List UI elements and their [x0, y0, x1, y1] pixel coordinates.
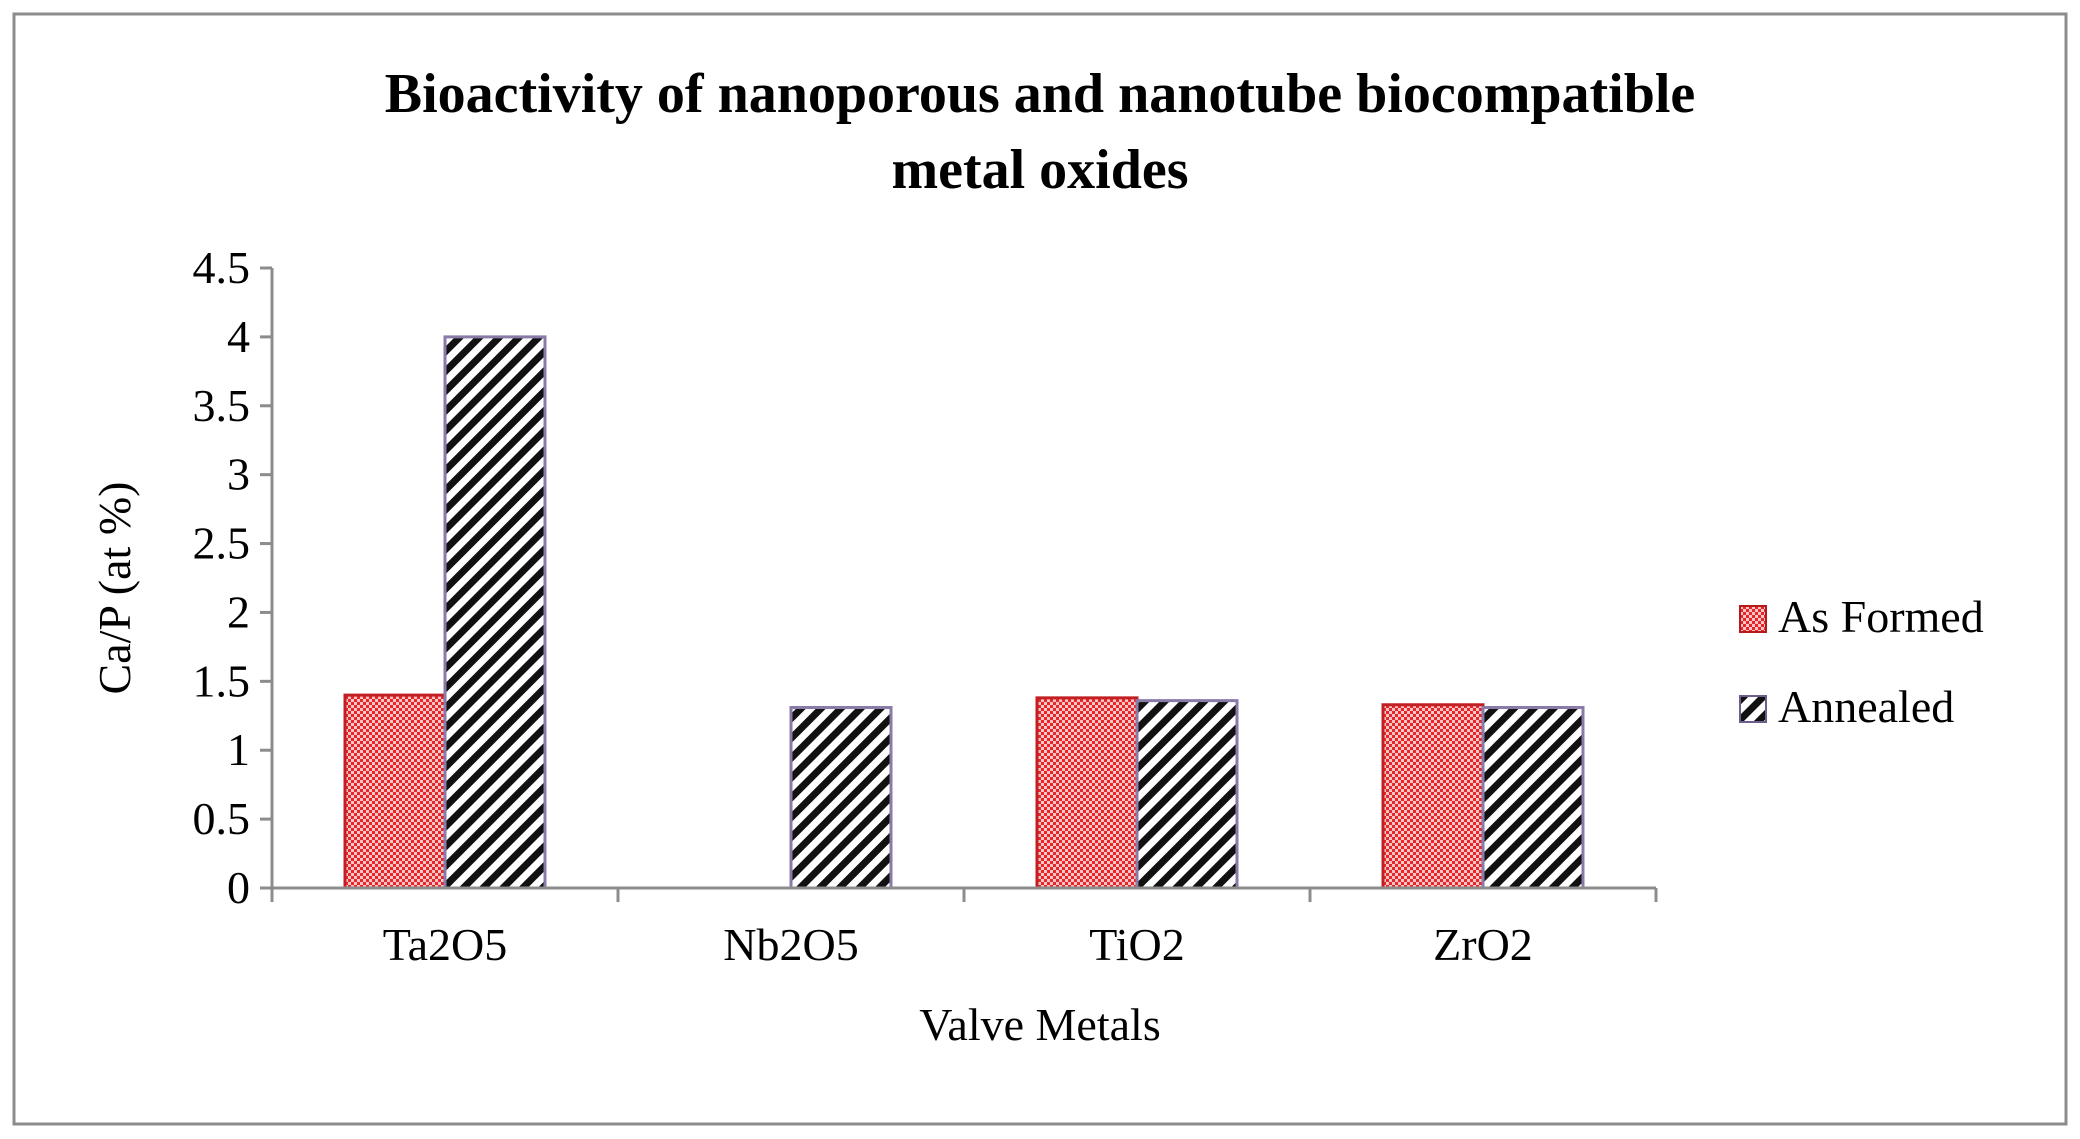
y-tick-label: 3	[227, 449, 250, 500]
bar-as-formed-tio2	[1035, 696, 1139, 890]
legend: As Formed Annealed	[1739, 591, 1984, 732]
bar-as-formed-ta2o5	[343, 693, 447, 890]
chart-title-line-1: Bioactivity of nanoporous and nanotube b…	[385, 63, 1696, 125]
x-axis-ticks: Ta2O5 Nb2O5 TiO2 ZrO2	[270, 888, 1658, 970]
legend-swatch-annealed	[1739, 695, 1767, 723]
legend-label-annealed: Annealed	[1778, 681, 1954, 732]
bar-series	[343, 335, 1585, 890]
bar-annealed-ta2o5	[443, 335, 547, 890]
y-axis-ticks: 0 0.5 1 1.5 2 2.5 3 3.5 4 4.5	[193, 242, 272, 913]
x-tick-label: TiO2	[1089, 919, 1184, 970]
bar-annealed-nb2o5	[789, 706, 893, 890]
legend-label-as-formed: As Formed	[1778, 591, 1984, 642]
x-axis-label: Valve Metals	[919, 999, 1160, 1050]
y-tick-label: 1.5	[193, 655, 251, 706]
y-tick-label: 0.5	[193, 793, 251, 844]
y-tick-label: 2	[227, 586, 250, 637]
y-tick-label: 2.5	[193, 518, 251, 569]
chart-frame	[12, 12, 2068, 1126]
legend-swatch-as-formed	[1739, 605, 1767, 633]
x-tick-label: Nb2O5	[723, 919, 858, 970]
y-tick-label: 4	[227, 311, 250, 362]
x-tick-label: Ta2O5	[383, 919, 508, 970]
bar-annealed-tio2	[1135, 699, 1239, 890]
y-tick-label: 0	[227, 862, 250, 913]
y-tick-label: 4.5	[193, 242, 251, 293]
bar-annealed-zro2	[1481, 706, 1585, 890]
y-tick-label: 1	[227, 724, 250, 775]
chart-title-line-2: metal oxides	[891, 139, 1188, 201]
y-tick-label: 3.5	[193, 380, 251, 431]
y-axis-label: Ca/P (at %)	[89, 482, 140, 695]
bar-as-formed-zro2	[1381, 703, 1485, 890]
x-tick-label: ZrO2	[1433, 919, 1533, 970]
